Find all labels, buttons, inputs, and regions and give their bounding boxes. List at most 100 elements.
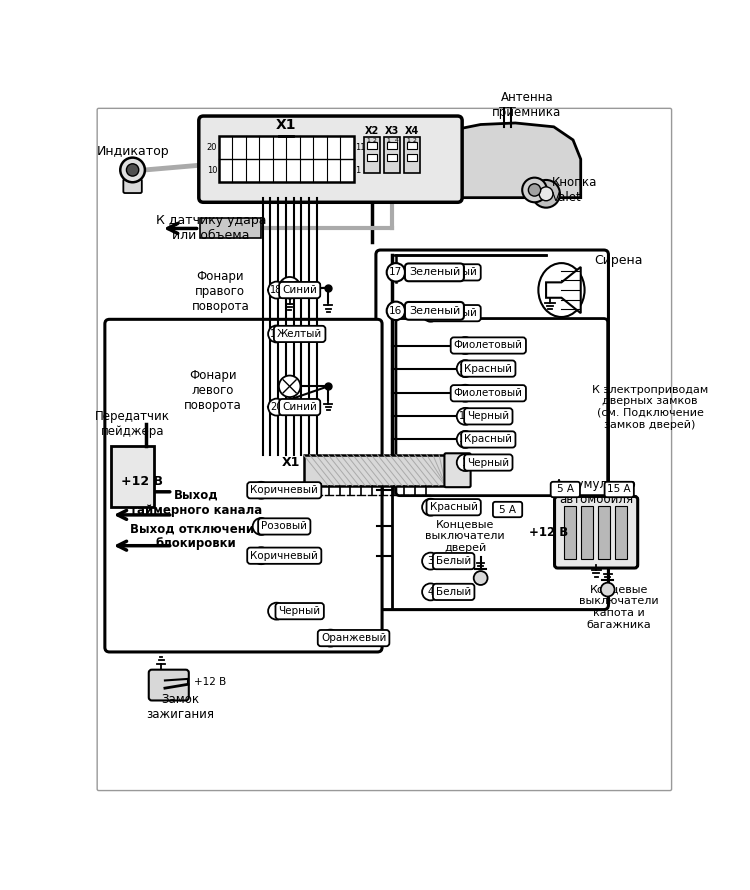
Circle shape: [268, 281, 285, 298]
Circle shape: [253, 518, 270, 535]
Bar: [407, 154, 417, 161]
Circle shape: [268, 326, 285, 343]
Text: Фонари
левого
поворота: Фонари левого поворота: [184, 368, 242, 412]
Bar: [111, 446, 154, 507]
Polygon shape: [461, 123, 580, 198]
Bar: [580, 506, 593, 559]
Text: Коричневый: Коричневый: [251, 551, 318, 561]
Bar: [368, 154, 376, 161]
Text: Зеленый: Зеленый: [409, 267, 460, 278]
Text: Коричневый: Коричневый: [251, 485, 318, 495]
Text: Зеленый: Зеленый: [409, 306, 460, 316]
Text: 15: 15: [459, 341, 472, 351]
Bar: [614, 506, 627, 559]
Bar: [388, 154, 397, 161]
Circle shape: [253, 547, 270, 564]
Text: Замок
зажигания: Замок зажигания: [146, 693, 214, 722]
Text: 11: 11: [459, 434, 471, 444]
FancyBboxPatch shape: [384, 137, 400, 173]
Text: Фиолетовый: Фиолетовый: [454, 388, 523, 398]
Text: X1: X1: [281, 456, 300, 469]
Text: 18: 18: [271, 285, 283, 295]
Text: Красный: Красный: [430, 502, 478, 513]
Polygon shape: [546, 267, 580, 313]
Circle shape: [120, 158, 145, 182]
Circle shape: [457, 431, 474, 448]
Text: X3: X3: [385, 126, 399, 136]
Circle shape: [387, 302, 405, 320]
Circle shape: [387, 263, 405, 281]
Text: К датчику удара
или объема: К датчику удара или объема: [156, 214, 266, 242]
Bar: [304, 455, 446, 486]
Text: К электроприводам
дверных замков
(см. Подключение
замков дверей): К электроприводам дверных замков (см. По…: [592, 384, 708, 430]
Text: 15 А: 15 А: [608, 484, 631, 495]
Text: Зеленый: Зеленый: [430, 308, 478, 318]
Circle shape: [127, 164, 139, 176]
Circle shape: [474, 571, 488, 585]
Text: 5 А: 5 А: [556, 484, 574, 495]
Text: 3: 3: [427, 556, 433, 566]
FancyBboxPatch shape: [148, 669, 189, 700]
FancyBboxPatch shape: [105, 320, 382, 652]
Bar: [368, 142, 376, 150]
Text: Концевые
выключатели
капота и
багажника: Концевые выключатели капота и багажника: [580, 585, 659, 630]
Text: Фонари
правого
поворота: Фонари правого поворота: [191, 270, 249, 313]
Text: +12 В: +12 В: [529, 526, 568, 538]
Text: 1: 1: [462, 457, 468, 467]
Circle shape: [422, 263, 439, 281]
Text: Красный: Красный: [464, 434, 512, 444]
Text: 19: 19: [271, 329, 283, 339]
FancyBboxPatch shape: [554, 497, 638, 568]
Text: 9: 9: [258, 522, 264, 531]
Text: Розовый: Розовый: [261, 522, 308, 531]
Text: 17: 17: [424, 267, 436, 278]
Circle shape: [268, 399, 285, 416]
Bar: [388, 142, 397, 150]
Text: 7: 7: [274, 606, 280, 616]
Text: Белый: Белый: [436, 587, 471, 597]
Text: Желтый: Желтый: [277, 329, 322, 339]
Text: 10: 10: [255, 485, 267, 495]
Text: Выход отключения
блокировки: Выход отключения блокировки: [130, 522, 262, 550]
Circle shape: [279, 376, 301, 397]
Text: Красный: Красный: [464, 364, 512, 374]
Text: Зеленый: Зеленый: [430, 267, 478, 278]
FancyBboxPatch shape: [493, 502, 522, 517]
Text: 16: 16: [424, 308, 436, 318]
Circle shape: [528, 184, 541, 196]
Circle shape: [457, 337, 474, 354]
Text: 8: 8: [258, 551, 264, 561]
Text: Белый: Белый: [436, 556, 471, 566]
Text: 1  4: 1 4: [388, 138, 399, 143]
Text: Передатчик
пейджера: Передатчик пейджера: [95, 410, 170, 438]
Circle shape: [457, 384, 474, 401]
Text: 13: 13: [459, 388, 471, 398]
Circle shape: [457, 454, 474, 471]
Circle shape: [279, 277, 301, 298]
Circle shape: [539, 187, 553, 201]
Text: 20: 20: [207, 143, 218, 152]
Text: Синий: Синий: [282, 285, 317, 295]
Text: X1: X1: [276, 118, 296, 133]
Circle shape: [268, 603, 285, 619]
Text: Индикатор: Индикатор: [96, 145, 169, 158]
Bar: [219, 136, 353, 182]
Text: 20: 20: [271, 402, 283, 412]
Bar: [200, 218, 261, 239]
Text: Концевые
выключатели
дверей: Концевые выключатели дверей: [425, 520, 505, 553]
Circle shape: [422, 584, 439, 601]
Text: 5: 5: [327, 633, 334, 643]
Bar: [598, 506, 610, 559]
FancyBboxPatch shape: [604, 481, 634, 498]
Text: Кнопка
Valet: Кнопка Valet: [551, 176, 597, 204]
FancyBboxPatch shape: [376, 250, 608, 610]
Text: 16: 16: [389, 306, 403, 316]
Text: X4: X4: [405, 126, 419, 136]
FancyBboxPatch shape: [445, 453, 470, 487]
Circle shape: [422, 553, 439, 570]
FancyBboxPatch shape: [550, 481, 580, 498]
Text: X2: X2: [365, 126, 380, 136]
Text: Выход
таймерного канала: Выход таймерного канала: [130, 489, 262, 516]
Circle shape: [253, 481, 270, 498]
FancyBboxPatch shape: [123, 179, 142, 193]
